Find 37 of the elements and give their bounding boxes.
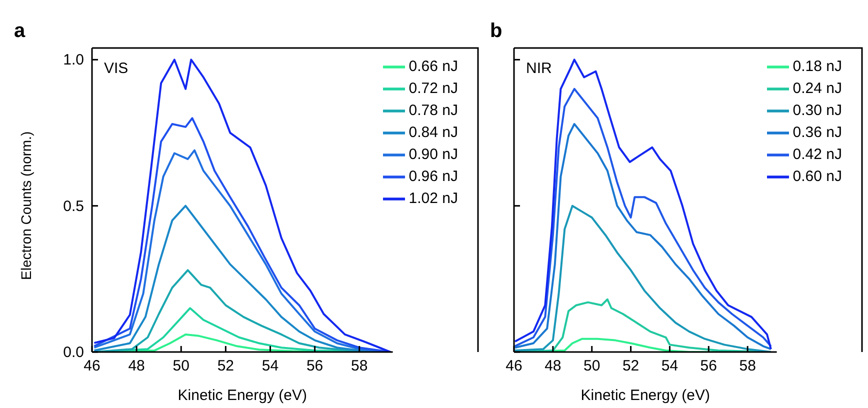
legend-label: 0.72 nJ: [408, 80, 458, 97]
legend-label: 0.24 nJ: [792, 80, 842, 97]
x-tick-label: 50: [584, 358, 600, 375]
y-tick-label: 1.0: [63, 52, 84, 69]
x-tick-label: 46: [506, 358, 522, 375]
legend-label: 1.02 nJ: [408, 190, 458, 207]
y-axis-title: Electron Counts (norm.): [18, 131, 34, 280]
x-axis-title: Kinetic Energy (eV): [178, 387, 308, 404]
x-tick-label: 56: [700, 358, 717, 375]
legend-label: 0.18 nJ: [792, 58, 842, 75]
chart-title: b: [490, 20, 502, 43]
x-tick-label: 54: [262, 358, 279, 375]
x-axis-title: Kinetic Energy (eV): [580, 387, 710, 404]
x-tick-label: 58: [351, 358, 368, 375]
legend-label: 0.36 nJ: [792, 124, 842, 141]
x-tick-label: 48: [128, 358, 145, 375]
x-tick-label: 52: [622, 358, 640, 375]
legend-label: 0.96 nJ: [408, 168, 458, 185]
x-tick-label: 50: [172, 358, 190, 375]
x-tick-label: 46: [84, 358, 100, 375]
y-tick-label: 0.0: [63, 344, 84, 361]
legend-label: 0.78 nJ: [408, 102, 458, 119]
legend-label: 0.90 nJ: [408, 146, 458, 163]
x-tick-label: 56: [306, 358, 324, 375]
legend-label: 0.84 nJ: [408, 124, 458, 141]
legend-label: 0.60 nJ: [792, 168, 842, 185]
annotation: VIS: [104, 60, 128, 77]
annotation: NIR: [526, 60, 552, 77]
x-tick-label: 52: [217, 358, 234, 375]
legend-label: 0.30 nJ: [792, 102, 842, 119]
x-tick-label: 54: [661, 358, 678, 375]
chart-title: a: [14, 20, 26, 43]
y-tick-label: 0.5: [63, 198, 84, 215]
legend-label: 0.66 nJ: [408, 58, 458, 75]
legend-label: 0.42 nJ: [792, 146, 842, 163]
x-tick-label: 48: [544, 358, 562, 375]
x-tick-label: 58: [739, 358, 756, 375]
